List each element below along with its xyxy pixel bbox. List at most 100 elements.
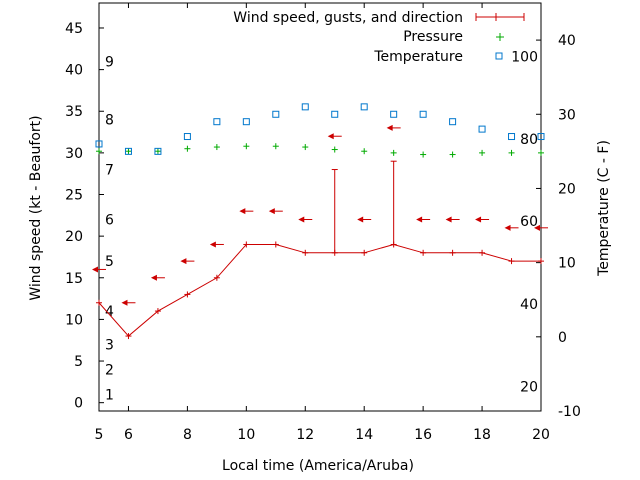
legend-label-pressure: Pressure [403,29,463,45]
wind-direction-arrow [121,299,136,306]
temperature-point [537,133,545,141]
temperature-point [242,118,250,126]
fahrenheit-label: 40 [520,297,538,313]
temperature-point [390,110,398,118]
right-tick-label: 0 [558,330,567,346]
pressure-series [96,143,544,158]
pressure-point [243,143,250,150]
pressure-point [154,148,161,155]
beaufort-label: 4 [105,304,114,320]
temperature-point [124,147,132,155]
left-tick-label: 5 [74,354,83,370]
wind-direction-arrow [416,216,431,223]
left-axis-label: Wind speed (kt - Beaufort) [28,115,44,300]
temperature-point [213,118,221,126]
pressure-point [361,148,368,155]
pressure-point [508,149,515,156]
left-tick-label: 20 [65,229,83,245]
right-axis-label: Temperature (C - F) [596,140,612,277]
wind-direction-arrow [475,216,490,223]
beaufort-label: 3 [105,337,114,353]
right-tick-label: 10 [558,256,576,272]
temperature-point [419,110,427,118]
wind-direction-arrow [239,208,254,215]
legend-label-wind: Wind speed, gusts, and direction [233,10,463,26]
beaufort-label: 7 [105,163,114,179]
left-tick-label: 35 [65,104,83,120]
wind-series [96,160,544,340]
beaufort-label: 1 [105,387,114,403]
wind-direction-arrows [92,124,548,306]
wind-direction-arrow [445,216,460,223]
temperature-point [154,147,162,155]
left-tick-label: 40 [65,63,83,79]
right-tick-label: 20 [558,181,576,197]
wind-direction-arrow [357,216,372,223]
fahrenheit-label: 100 [511,49,538,65]
wind-direction-arrow [386,124,401,131]
pressure-point [420,151,427,158]
pressure-point [272,143,279,150]
pressure-point [184,145,191,152]
x-tick-label: 14 [355,427,373,443]
beaufort-label: 9 [105,54,114,70]
x-tick-label: 12 [296,427,314,443]
wind-direction-arrow [92,266,106,273]
wind-direction-arrow [150,274,165,281]
fahrenheit-labels: 20 40 60 80 100 [511,49,538,395]
x-tick-label: 16 [414,427,432,443]
pressure-point [449,151,456,158]
x-tick-label: 20 [532,427,550,443]
temperature-point [272,110,280,118]
wind-direction-arrow [327,133,342,140]
temperature-series [95,103,545,155]
fahrenheit-label: 20 [520,380,538,396]
pressure-point [538,149,544,156]
legend: Wind speed, gusts, and direction Pressur… [233,10,525,65]
x-tick-label: 6 [124,427,133,443]
right-tick-label: 30 [558,107,576,123]
temperature-point [183,133,191,141]
wind-direction-arrow [268,208,283,215]
plot-frame [98,2,542,412]
wind-direction-arrow [534,224,548,231]
right-tick-label: -10 [558,404,581,420]
wind-direction-arrow [504,224,519,231]
wind-speed-line [98,243,541,337]
legend-swatch-pressure [496,33,504,41]
pressure-point [479,149,486,156]
pressure-point [125,148,132,155]
left-tick-label: 30 [65,146,83,162]
left-tick-label: 15 [65,271,83,287]
temperature-point [360,103,368,111]
legend-label-temperature: Temperature [373,49,463,65]
left-tick-label: 10 [65,312,83,328]
x-axis-ticks: 6 8 10 12 14 16 18 205 [95,3,550,443]
wind-direction-arrow [180,258,195,265]
temperature-point [95,140,103,148]
temperature-point [449,118,457,126]
left-tick-label: 0 [74,396,83,412]
wind-direction-arrow [209,241,224,248]
beaufort-label: 6 [105,212,114,228]
pressure-point [302,144,309,151]
x-axis-label: Local time (America/Aruba) [222,458,414,474]
left-tick-label: 25 [65,188,83,204]
legend-swatch-wind [475,13,525,21]
temperature-point [331,110,339,118]
pressure-point [96,148,102,155]
beaufort-label: 2 [105,362,114,378]
x-tick-label: 5 [95,427,104,443]
left-axis-ticks: 0 5 10 15 20 25 30 35 40 45 [65,21,104,412]
x-tick-label: 10 [237,427,255,443]
temperature-point [478,125,486,133]
fahrenheit-label: 60 [520,214,538,230]
right-axis-ticks: -10 0 10 20 30 40 [536,33,581,420]
right-tick-label: 40 [558,33,576,49]
beaufort-label: 8 [105,113,114,129]
beaufort-label: 5 [105,254,114,270]
pressure-point [213,144,220,151]
beaufort-labels: 1 2 3 4 5 6 7 8 9 [105,54,114,403]
